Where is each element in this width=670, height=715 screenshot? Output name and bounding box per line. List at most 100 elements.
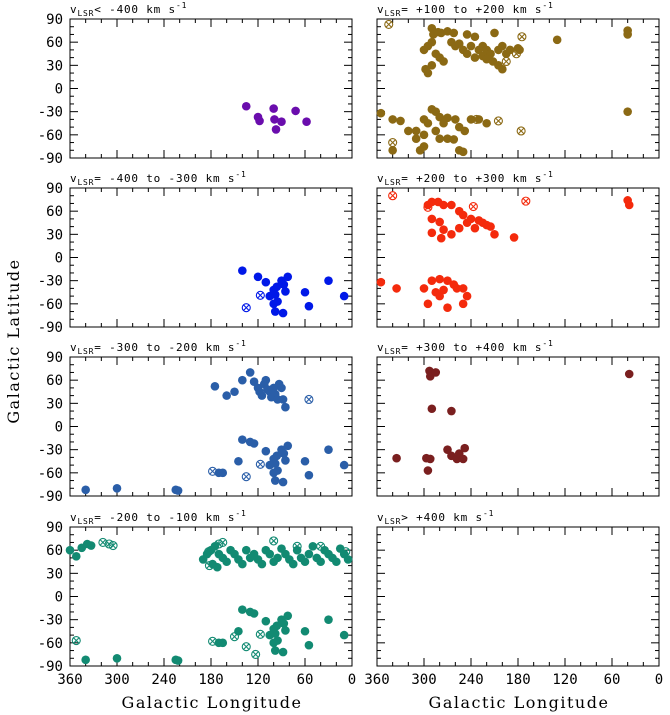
crossed-point	[493, 116, 503, 126]
panel-4: vLSR= +200 to +300 km s-1	[376, 170, 660, 328]
y-tick-label: -60	[38, 297, 63, 313]
data-point	[270, 646, 280, 655]
data-point	[308, 542, 318, 551]
data-point	[81, 485, 90, 495]
data-point	[498, 41, 507, 51]
data-point	[470, 32, 480, 42]
y-tick-label: -60	[38, 128, 63, 144]
data-point	[451, 115, 460, 124]
crossed-point	[511, 49, 521, 59]
panel-title: vLSR= -200 to -100 km s-1	[70, 509, 247, 526]
crossed-point	[341, 547, 351, 557]
data-point	[458, 210, 468, 220]
x-tick-label: 60	[604, 672, 621, 688]
data-point	[270, 629, 280, 638]
data-point	[112, 483, 122, 493]
y-tick-label: 30	[46, 566, 63, 582]
data-point	[279, 449, 289, 458]
data-point	[261, 375, 271, 385]
crossed-point	[304, 394, 314, 405]
panel-title: vLSR= -300 to -200 km s-1	[70, 339, 247, 356]
data-point	[396, 116, 405, 126]
data-point	[466, 214, 476, 224]
panel-title: vLSR= +300 to +400 km s-1	[377, 339, 554, 356]
data-point	[505, 45, 515, 55]
data-point	[443, 134, 452, 143]
data-point	[423, 118, 433, 128]
data-point	[277, 383, 286, 393]
data-point	[427, 37, 437, 47]
data-point	[270, 459, 280, 468]
data-point	[249, 609, 259, 618]
data-point	[404, 126, 413, 136]
data-point	[300, 626, 310, 636]
data-point	[388, 115, 397, 124]
data-point	[261, 616, 271, 626]
x-tick-label: 180	[505, 672, 530, 688]
y-tick-label: -30	[38, 105, 63, 121]
data-point	[474, 115, 484, 124]
data-point	[272, 282, 282, 292]
data-point	[281, 626, 290, 635]
crossed-point	[471, 114, 482, 124]
data-point	[623, 107, 632, 116]
data-point	[552, 35, 562, 45]
data-point	[427, 61, 437, 70]
data-point	[462, 30, 472, 39]
data-point	[458, 284, 468, 293]
data-point	[245, 368, 255, 377]
y-tick-label: 0	[55, 251, 63, 267]
x-tick-label: 300	[411, 672, 436, 688]
data-point	[470, 223, 480, 233]
x-axis-title-right: Galactic Longitude	[429, 693, 610, 712]
data-point	[234, 626, 243, 636]
data-point	[458, 454, 468, 464]
crossed-point	[241, 303, 251, 313]
data-point	[435, 134, 444, 143]
y-tick-label: 60	[46, 204, 63, 220]
data-point	[376, 108, 386, 118]
y-tick-label: 90	[46, 350, 63, 366]
data-point	[435, 217, 444, 227]
x-tick-label: 360	[364, 672, 389, 688]
x-tick-label: 120	[245, 672, 270, 688]
data-point	[443, 113, 452, 123]
crossed-point	[255, 290, 265, 300]
x-tick-label: 0	[348, 672, 356, 688]
data-point	[339, 630, 349, 640]
panel-title: vLSR= +100 to +200 km s-1	[377, 1, 554, 18]
data-point	[462, 291, 472, 301]
data-point	[435, 112, 444, 122]
data-point	[304, 549, 314, 559]
data-point	[431, 126, 441, 136]
data-point	[470, 53, 480, 62]
data-point	[173, 656, 183, 665]
data-point	[439, 225, 448, 234]
data-point	[304, 470, 314, 480]
data-point	[411, 126, 421, 136]
y-tick-label: -90	[38, 489, 63, 505]
data-point	[230, 387, 239, 397]
y-tick-label: 90	[46, 520, 63, 536]
data-point	[427, 404, 437, 414]
data-point	[324, 445, 333, 454]
crossed-point	[255, 629, 265, 639]
data-point	[277, 117, 286, 127]
y-tick-label: -30	[38, 274, 63, 290]
data-point	[460, 443, 470, 453]
panel-2: vLSR= +100 to +200 km s-1	[376, 1, 660, 159]
panel-frame	[376, 187, 660, 328]
data-point	[273, 553, 282, 563]
data-point	[439, 285, 448, 295]
data-point	[304, 640, 314, 650]
data-point	[249, 377, 259, 387]
data-point	[449, 135, 459, 144]
data-point	[255, 116, 264, 126]
crossed-point	[516, 126, 526, 136]
crossed-point	[468, 201, 478, 212]
data-point	[415, 145, 425, 155]
data-point	[392, 284, 401, 293]
crossed-point	[229, 632, 240, 642]
data-point	[466, 41, 476, 51]
